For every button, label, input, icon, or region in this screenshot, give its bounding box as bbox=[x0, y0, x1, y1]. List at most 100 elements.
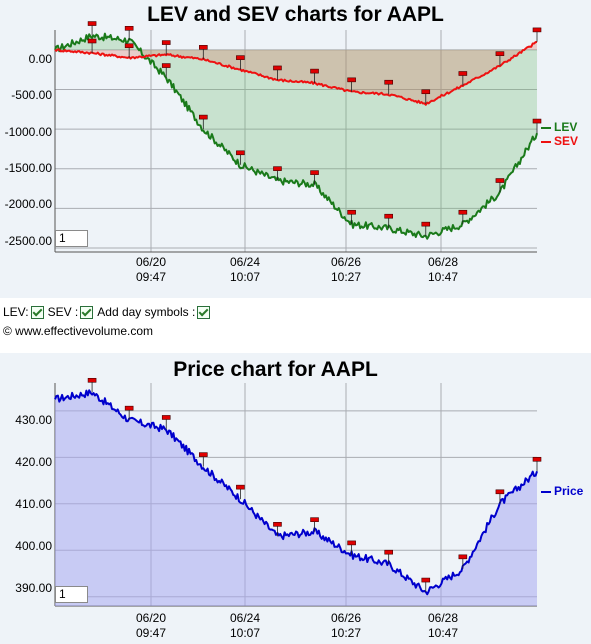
x-tick-date: 06/28 bbox=[427, 255, 459, 269]
series-line-sev bbox=[54, 40, 538, 106]
lev-y-tick: -2000.00 bbox=[4, 197, 52, 211]
price-y-tick: 390.00 bbox=[15, 581, 52, 595]
series-line-lev bbox=[54, 32, 538, 240]
price-chart-title: Price chart for AAPL bbox=[173, 358, 378, 381]
price-y-tick: 400.00 bbox=[15, 539, 52, 553]
day-symbol bbox=[236, 55, 245, 60]
lev-y-tick: -500.00 bbox=[11, 88, 52, 102]
day-symbol bbox=[87, 38, 97, 44]
x-tick-time: 10:47 bbox=[427, 626, 459, 640]
day-symbol bbox=[124, 43, 134, 49]
day-symbol bbox=[421, 577, 431, 583]
price-x-tick: 06/28 10:47 bbox=[413, 611, 473, 641]
x-tick-date: 06/24 bbox=[229, 255, 261, 269]
day-symbols-checkbox[interactable] bbox=[197, 305, 211, 319]
day-symbol bbox=[124, 405, 134, 411]
day-symbol bbox=[310, 170, 319, 175]
price-zoom-input[interactable]: 1 bbox=[55, 586, 88, 603]
chart-controls: LEV: SEV : Add day symbols : bbox=[3, 305, 214, 319]
lev-sev-chart-panel: LEV and SEV charts for AAPL 0.00 -500.00… bbox=[0, 0, 591, 298]
lev-y-tick: -1500.00 bbox=[4, 161, 52, 175]
x-tick-date: 06/26 bbox=[330, 611, 362, 625]
day-symbol bbox=[495, 178, 505, 183]
day-symbol bbox=[236, 484, 245, 490]
x-tick-time: 09:47 bbox=[135, 270, 167, 284]
day-symbol bbox=[310, 517, 319, 522]
day-symbol bbox=[384, 549, 393, 555]
legend-sev: SEV bbox=[541, 134, 578, 148]
x-tick-date: 06/20 bbox=[135, 255, 167, 269]
day-symbol bbox=[199, 45, 208, 50]
day-symbol bbox=[161, 40, 171, 45]
x-tick-time: 10:47 bbox=[427, 270, 459, 284]
sev-checkbox[interactable] bbox=[80, 305, 94, 319]
day-symbol bbox=[347, 77, 356, 83]
day-symbol bbox=[421, 89, 431, 95]
day-symbol bbox=[532, 27, 542, 33]
lev-x-tick: 06/20 09:47 bbox=[121, 255, 181, 285]
lev-chart-title: LEV and SEV charts for AAPL bbox=[147, 3, 444, 26]
price-y-tick: 420.00 bbox=[15, 455, 52, 469]
series-area-price bbox=[55, 390, 537, 606]
x-tick-time: 10:07 bbox=[229, 270, 261, 284]
day-symbol bbox=[532, 118, 542, 124]
price-y-tick: 410.00 bbox=[15, 497, 52, 511]
sev-checkbox-label: SEV : bbox=[47, 305, 79, 319]
x-tick-time: 10:27 bbox=[330, 626, 362, 640]
lev-checkbox[interactable] bbox=[30, 305, 44, 319]
x-tick-date: 06/28 bbox=[427, 611, 459, 625]
x-tick-time: 10:07 bbox=[229, 626, 261, 640]
legend-sev-label: SEV bbox=[554, 134, 579, 148]
day-symbol bbox=[273, 166, 282, 171]
lev-x-tick: 06/24 10:07 bbox=[215, 255, 275, 285]
legend-lev: LEV bbox=[541, 120, 577, 134]
day-symbol bbox=[347, 540, 356, 546]
x-tick-time: 10:27 bbox=[330, 270, 362, 284]
x-tick-date: 06/24 bbox=[229, 611, 261, 625]
price-chart-panel: Price chart for AAPL 430.00 420.00 410.0… bbox=[0, 353, 591, 644]
day-symbol bbox=[495, 51, 505, 56]
series-area-sev bbox=[55, 41, 537, 105]
lev-sev-chart-svg bbox=[54, 21, 542, 253]
lev-zoom-input[interactable]: 1 bbox=[55, 230, 88, 247]
plot-area bbox=[55, 30, 537, 252]
day-symbol bbox=[458, 209, 468, 215]
legend-price-label: Price bbox=[554, 484, 584, 498]
x-tick-time: 09:47 bbox=[135, 626, 167, 640]
lev-y-tick: -2500.00 bbox=[4, 234, 52, 248]
day-symbol bbox=[236, 150, 245, 156]
price-y-tick: 430.00 bbox=[15, 413, 52, 427]
x-tick-date: 06/20 bbox=[135, 611, 167, 625]
day-symbol bbox=[161, 415, 171, 420]
day-symbol bbox=[199, 452, 208, 457]
day-symbol bbox=[384, 79, 393, 85]
legend-lev-label: LEV bbox=[554, 120, 578, 134]
legend-price: Price bbox=[541, 484, 583, 498]
lev-x-tick: 06/28 10:47 bbox=[413, 255, 473, 285]
day-symbol bbox=[458, 71, 468, 76]
price-x-tick: 06/24 10:07 bbox=[215, 611, 275, 641]
day-symbols-checkbox-label: Add day symbols : bbox=[97, 305, 196, 319]
day-symbol bbox=[384, 213, 393, 219]
day-symbol bbox=[273, 65, 282, 71]
day-symbol bbox=[347, 209, 356, 215]
day-symbol bbox=[199, 114, 208, 120]
day-symbol bbox=[495, 489, 505, 495]
copyright-text: © www.effectivevolume.com bbox=[3, 324, 154, 338]
lev-x-tick: 06/26 10:27 bbox=[316, 255, 376, 285]
day-symbol bbox=[87, 377, 97, 383]
lev-checkbox-label: LEV: bbox=[3, 305, 29, 319]
day-symbol bbox=[458, 554, 468, 560]
lev-y-tick: 0.00 bbox=[28, 52, 52, 66]
price-chart-svg bbox=[54, 377, 542, 607]
price-x-tick: 06/20 09:47 bbox=[121, 611, 181, 641]
x-tick-date: 06/26 bbox=[330, 255, 362, 269]
day-symbol bbox=[161, 63, 171, 68]
lev-y-tick: -1000.00 bbox=[4, 125, 52, 139]
legend-lev-swatch bbox=[541, 126, 551, 129]
legend-price-swatch bbox=[541, 490, 551, 493]
day-symbol bbox=[532, 456, 542, 462]
legend-sev-swatch bbox=[541, 140, 551, 143]
day-symbol bbox=[273, 522, 282, 527]
series-line-price bbox=[54, 389, 538, 596]
